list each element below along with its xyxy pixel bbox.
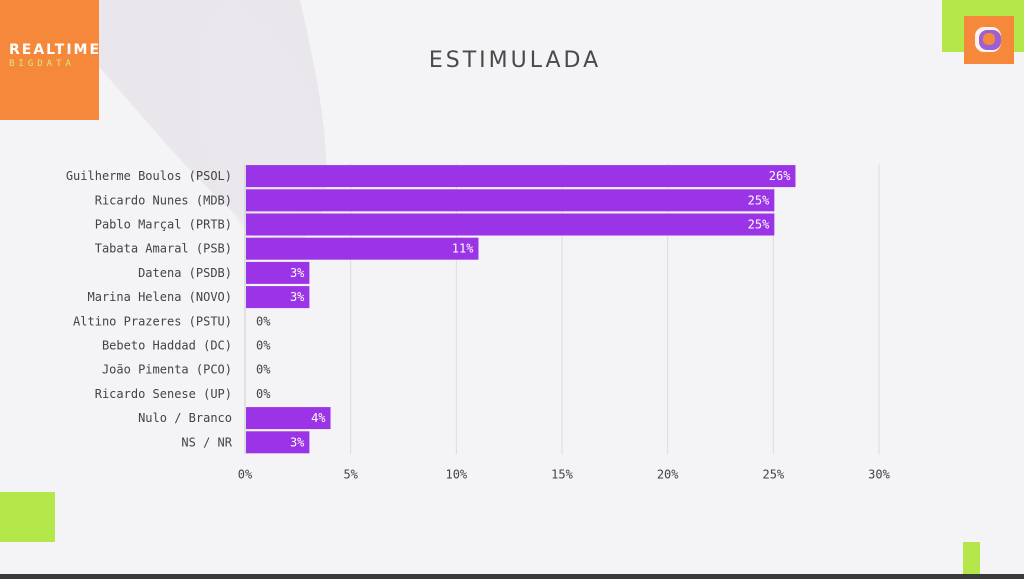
bar (246, 189, 775, 212)
bar (246, 431, 310, 454)
x-tick-label: 30% (868, 467, 890, 481)
bar (246, 286, 310, 309)
bar (246, 407, 331, 430)
category-label: Ricardo Senese (UP) (95, 387, 232, 401)
x-tick-label: 5% (343, 467, 358, 481)
x-tick-label: 20% (657, 467, 679, 481)
bar (246, 237, 479, 260)
category-label: NS / NR (181, 435, 232, 449)
bar-value-label: 4% (311, 411, 326, 425)
bar-value-label: 0% (256, 387, 271, 401)
bar-value-label: 0% (256, 314, 271, 328)
bar (246, 213, 775, 236)
category-label: Altino Prazeres (PSTU) (73, 314, 232, 328)
bar-value-label: 0% (256, 363, 271, 377)
bar (246, 165, 796, 188)
brand-name: REALTIME (9, 42, 102, 58)
bar-value-label: 3% (290, 290, 305, 304)
bar-value-label: 25% (748, 218, 770, 232)
category-label: Pablo Marçal (PRTB) (95, 218, 232, 232)
corner-badge (964, 16, 1014, 64)
bar-value-label: 3% (290, 266, 305, 280)
chart-title: ESTIMULADA (428, 48, 602, 73)
category-label: Ricardo Nunes (MDB) (95, 193, 232, 207)
bar-value-label: 26% (769, 169, 791, 183)
bar-value-label: 3% (290, 435, 305, 449)
category-label: Bebeto Haddad (DC) (102, 339, 232, 353)
bar-value-label: 0% (256, 339, 271, 353)
bar (246, 261, 310, 284)
brand-logo: REALTIME BIGDATA (0, 0, 99, 120)
category-label: Tabata Amaral (PSB) (95, 242, 232, 256)
bottom-bar (0, 574, 1024, 579)
corner-accent-bottom-right (963, 542, 980, 579)
bar-value-label: 25% (748, 193, 770, 207)
corner-accent-bottom-left (0, 492, 55, 542)
category-label: Guilherme Boulos (PSOL) (66, 169, 232, 183)
category-label: Marina Helena (NOVO) (88, 290, 233, 304)
tv-logo-icon (975, 27, 1001, 52)
x-tick-label: 15% (551, 467, 573, 481)
x-tick-label: 10% (445, 467, 467, 481)
x-tick-label: 0% (238, 467, 253, 481)
category-label: João Pimenta (PCO) (102, 363, 232, 377)
category-label: Datena (PSDB) (138, 266, 232, 280)
category-label: Nulo / Branco (138, 411, 232, 425)
bar-value-label: 11% (452, 242, 474, 256)
brand-sub: BIGDATA (9, 59, 75, 69)
x-tick-label: 25% (762, 467, 784, 481)
